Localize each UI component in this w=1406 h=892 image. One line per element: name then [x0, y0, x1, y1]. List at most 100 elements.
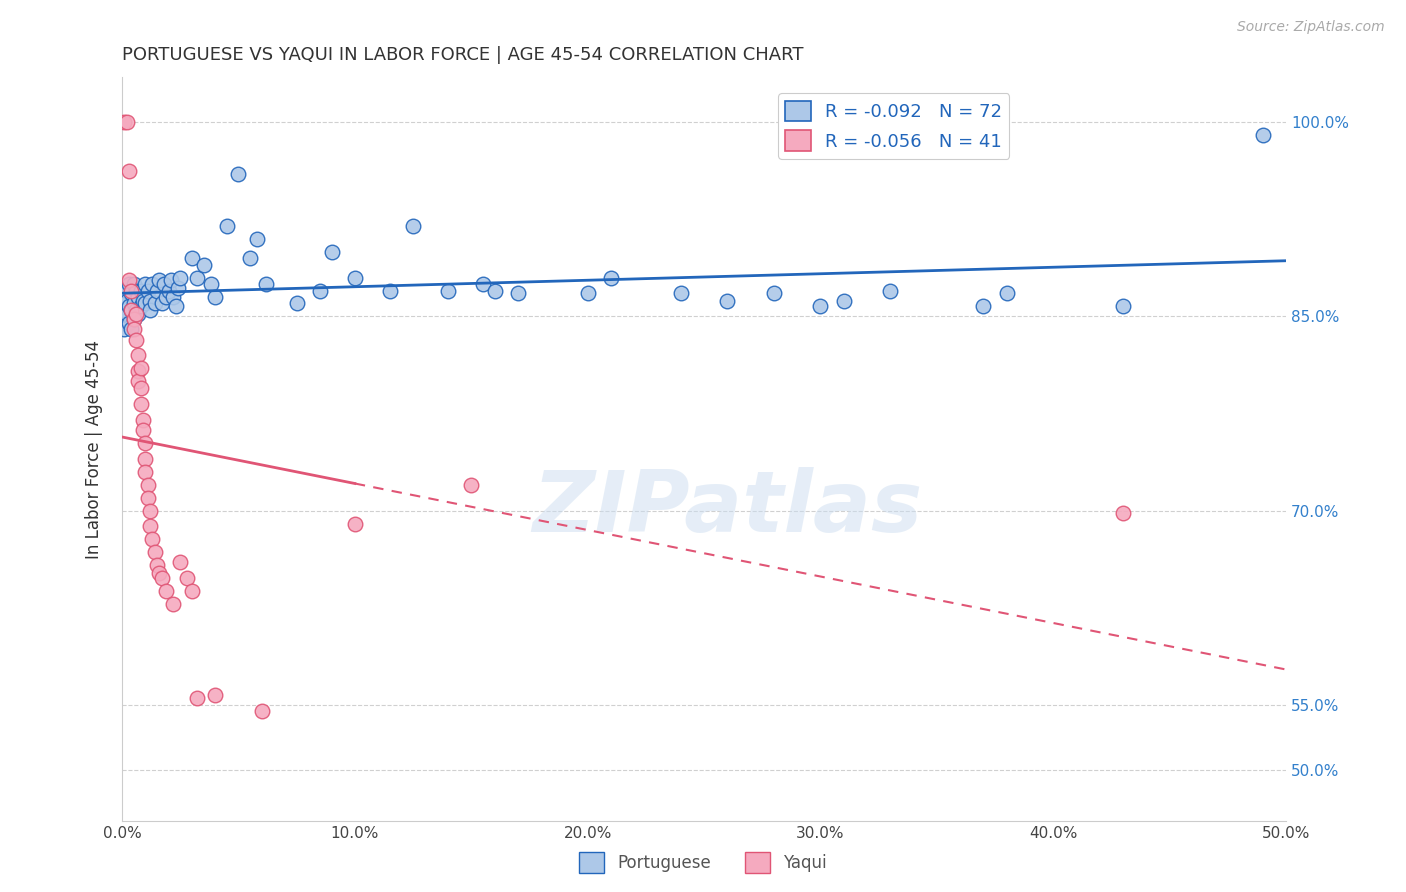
Point — [115, 307, 138, 321]
Point — [136, 491, 159, 505]
Point — [200, 277, 222, 291]
Point — [180, 584, 202, 599]
Point — [120, 284, 142, 298]
Point — [155, 290, 177, 304]
Point — [118, 273, 141, 287]
Point — [155, 584, 177, 599]
Point — [129, 397, 152, 411]
Point — [112, 303, 135, 318]
Point — [506, 286, 529, 301]
Point — [204, 290, 226, 304]
Point — [132, 413, 155, 427]
Point — [186, 691, 208, 706]
Point — [112, 115, 135, 129]
Point — [343, 516, 366, 531]
Point — [402, 219, 425, 233]
Point — [132, 293, 155, 308]
Point — [832, 293, 855, 308]
Point — [125, 307, 148, 321]
Point — [136, 477, 159, 491]
Point — [118, 164, 141, 178]
Point — [143, 296, 166, 310]
Point — [136, 284, 159, 298]
Point — [143, 545, 166, 559]
Point — [471, 277, 494, 291]
Point — [716, 293, 738, 308]
Point — [127, 290, 149, 304]
Point — [1112, 506, 1135, 520]
Point — [808, 299, 831, 313]
Point — [146, 558, 169, 572]
Point — [148, 273, 170, 287]
Point — [134, 465, 156, 479]
Point — [134, 277, 156, 291]
Y-axis label: In Labor Force | Age 45-54: In Labor Force | Age 45-54 — [86, 340, 103, 558]
Point — [141, 277, 163, 291]
Point — [762, 286, 785, 301]
Point — [125, 303, 148, 318]
Point — [160, 273, 183, 287]
Point — [141, 532, 163, 546]
Text: Source: ZipAtlas.com: Source: ZipAtlas.com — [1237, 20, 1385, 34]
Point — [309, 284, 332, 298]
Point — [120, 303, 142, 318]
Point — [139, 519, 162, 533]
Point — [146, 284, 169, 298]
Point — [118, 299, 141, 313]
Point — [169, 270, 191, 285]
Point — [139, 303, 162, 318]
Point — [118, 316, 141, 330]
Point — [134, 436, 156, 450]
Point — [122, 312, 145, 326]
Point — [460, 477, 482, 491]
Point — [127, 348, 149, 362]
Point — [215, 219, 238, 233]
Text: PORTUGUESE VS YAQUI IN LABOR FORCE | AGE 45-54 CORRELATION CHART: PORTUGUESE VS YAQUI IN LABOR FORCE | AGE… — [122, 46, 804, 64]
Point — [378, 284, 401, 298]
Point — [239, 251, 262, 265]
Point — [139, 504, 162, 518]
Point — [150, 296, 173, 310]
Point — [129, 299, 152, 313]
Point — [122, 312, 145, 326]
Point — [115, 115, 138, 129]
Point — [120, 303, 142, 318]
Point — [193, 258, 215, 272]
Point — [120, 286, 142, 301]
Point — [127, 307, 149, 321]
Point — [132, 424, 155, 438]
Point — [176, 571, 198, 585]
Point — [576, 286, 599, 301]
Point — [250, 705, 273, 719]
Point — [186, 270, 208, 285]
Point — [122, 277, 145, 291]
Point — [1251, 128, 1274, 143]
Point — [246, 232, 269, 246]
Point — [599, 270, 621, 285]
Point — [669, 286, 692, 301]
Point — [972, 299, 994, 313]
Point — [127, 364, 149, 378]
Point — [129, 361, 152, 376]
Point — [879, 284, 901, 298]
Point — [115, 293, 138, 308]
Point — [169, 556, 191, 570]
Point — [343, 270, 366, 285]
Point — [167, 281, 190, 295]
Point — [321, 244, 343, 259]
Point — [285, 296, 308, 310]
Point — [120, 322, 142, 336]
Point — [129, 284, 152, 298]
Legend: R = -0.092   N = 72, R = -0.056   N = 41: R = -0.092 N = 72, R = -0.056 N = 41 — [778, 94, 1010, 159]
Text: ZIPatlas: ZIPatlas — [531, 467, 922, 550]
Point — [180, 251, 202, 265]
Point — [127, 374, 149, 388]
Point — [125, 333, 148, 347]
Point — [162, 597, 184, 611]
Point — [125, 284, 148, 298]
Point — [115, 284, 138, 298]
Point — [118, 277, 141, 291]
Point — [995, 286, 1018, 301]
Point — [112, 293, 135, 307]
Point — [484, 284, 506, 298]
